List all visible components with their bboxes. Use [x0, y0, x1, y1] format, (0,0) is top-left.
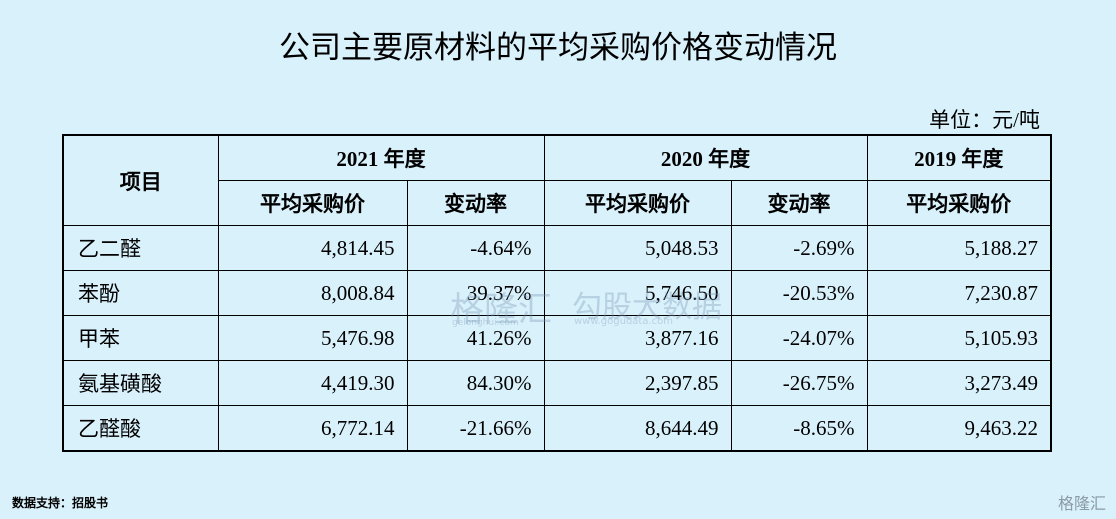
- header-row: 项目 2021 年度 2020 年度 2019 年度: [62, 134, 1052, 226]
- subheader: 平均采购价: [543, 180, 732, 226]
- logo: 格隆汇: [1057, 494, 1106, 513]
- value-cell: -21.66%: [406, 405, 545, 452]
- value-cell: 4,814.45: [217, 225, 408, 271]
- value-cell: 6,772.14: [217, 405, 408, 452]
- subheader: 平均采购价: [866, 180, 1052, 226]
- watermark-brand: 格隆汇: [450, 290, 552, 330]
- unit: 单位：元/吨: [929, 108, 1040, 132]
- value-cell: 41.26%: [406, 315, 545, 361]
- data-row: 氨基磺酸 4,419.30 84.30% 2,397.85 -26.75% 3,273.4…: [62, 360, 1052, 406]
- value-cell: 5,105.93: [866, 315, 1052, 361]
- watermark-partner-url: www.gogudata.com: [574, 316, 674, 327]
- item-cell: 乙醛酸: [62, 405, 219, 452]
- value-cell: 2,397.85: [543, 360, 732, 406]
- value-cell: 5,188.27: [866, 225, 1052, 271]
- value-cell: -8.65%: [730, 405, 868, 452]
- value-cell: -24.07%: [730, 315, 868, 361]
- value-cell: 7,230.87: [866, 270, 1052, 316]
- source: 数据支持：招股书: [12, 496, 109, 510]
- value-cell: 5,476.98: [217, 315, 408, 361]
- value-cell: -2.69%: [730, 225, 868, 271]
- value-cell: 39.37%: [406, 270, 545, 316]
- value-cell: -20.53%: [730, 270, 868, 316]
- item-cell: 苯酚: [62, 270, 219, 316]
- data-row: 甲苯 5,476.98 41.26% 3,877.16 -24.07% 5,105.93: [62, 315, 1052, 361]
- price-table: 项目 2021 年度 2020 年度 2019 年度 平均采购价 变动率 平均采购价 变动率平…: [62, 134, 1052, 452]
- value-cell: 3,273.49: [866, 360, 1052, 406]
- data-row: 苯酚 8,008.84 39.37% 5,746.50 -20.53% 7,230.87: [62, 270, 1052, 316]
- watermark-url: gelonghui.com: [452, 318, 519, 328]
- group-header: 2019 年度: [866, 134, 1052, 181]
- item-cell: 乙二醛: [62, 225, 219, 271]
- item-header: 项目: [62, 134, 219, 226]
- value-cell: 9,463.22: [866, 405, 1052, 452]
- item-cell: 甲苯: [62, 315, 219, 361]
- subheader: 变动率: [730, 180, 868, 226]
- value-cell: 8,644.49: [543, 405, 732, 452]
- subheader: 平均采购价: [217, 180, 408, 226]
- value-cell: 84.30%: [406, 360, 545, 406]
- value-cell: 5,048.53: [543, 225, 732, 271]
- data-row: 乙醛酸 6,772.14 -21.66% 8,644.49 -8.65% 9,463.22: [62, 405, 1052, 452]
- subheader: 变动率: [406, 180, 545, 226]
- group-header: 2020 年度: [543, 134, 868, 181]
- value-cell: 8,008.84: [217, 270, 408, 316]
- title: 公司主要原材料的平均采购价格变动情况: [279, 30, 837, 66]
- value-cell: 4,419.30: [217, 360, 408, 406]
- value-cell: -26.75%: [730, 360, 868, 406]
- watermark-partner: 勾股大数据: [572, 290, 722, 325]
- value-cell: -4.64%: [406, 225, 545, 271]
- data-row: 乙二醛 4,814.45 -4.64% 5,048.53 -2.69% 5,188.27: [62, 225, 1052, 271]
- item-cell: 氨基磺酸: [62, 360, 219, 406]
- group-header: 2021 年度: [217, 134, 545, 181]
